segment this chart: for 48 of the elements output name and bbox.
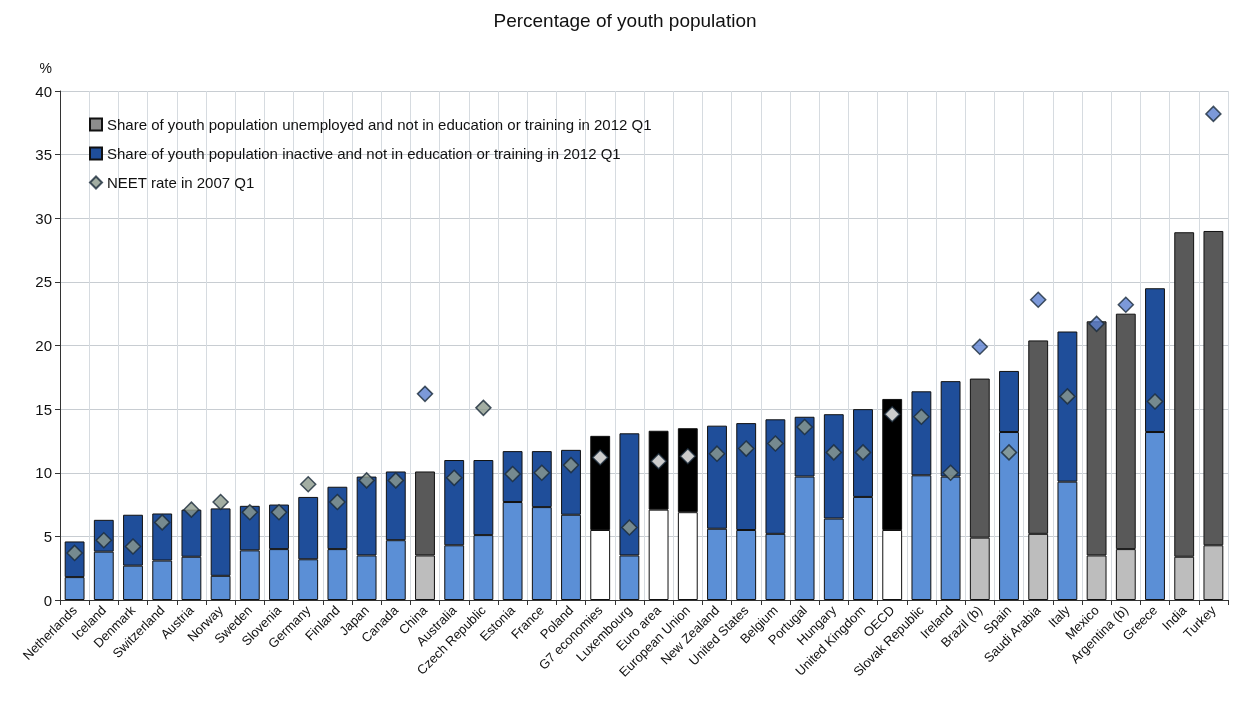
point [475,399,492,417]
point [183,501,200,518]
point [416,385,434,403]
point [445,469,463,487]
legend-label: Share of youth population inactive and not in education or training in 2012 Q1 [107,145,621,162]
y-tick-label: 30 [35,209,52,227]
y-tick-label: 35 [35,146,52,164]
y-tick-label: 25 [35,273,52,291]
point [883,405,901,423]
point [854,444,872,461]
y-tick-label: 20 [35,337,52,354]
point [299,475,317,493]
point [1000,444,1018,461]
point [708,445,726,462]
y-axis-title: % [39,60,52,76]
point [767,435,784,452]
chart-title: Percentage of youth population [493,10,757,31]
point [153,514,171,531]
point [591,449,609,466]
point [329,493,346,511]
point [825,444,843,461]
point [1088,315,1105,333]
point [679,447,697,465]
point [562,456,580,474]
legend-label: NEET rate in 2007 Q1 [107,174,255,191]
point [358,472,375,489]
point [241,503,259,521]
y-tick-label: 40 [35,82,52,100]
point [212,493,229,511]
legend-label: Share of youth population unemployed and not in education or training in 2012 Q1 [107,116,652,133]
point [270,503,288,521]
point [1029,291,1047,308]
point [1059,388,1076,405]
point [621,519,638,536]
point [387,472,405,489]
point [971,338,989,356]
point [913,408,930,426]
point [1146,393,1164,410]
point [737,440,755,457]
point [650,453,667,470]
y-tick-label: 5 [43,527,52,545]
point [1117,296,1135,314]
y-tick-label: 10 [35,464,52,482]
y-tick-label: 15 [35,400,52,418]
point [942,464,959,481]
point [796,418,813,436]
y-tick-label: 0 [43,591,52,609]
point [1205,105,1222,123]
